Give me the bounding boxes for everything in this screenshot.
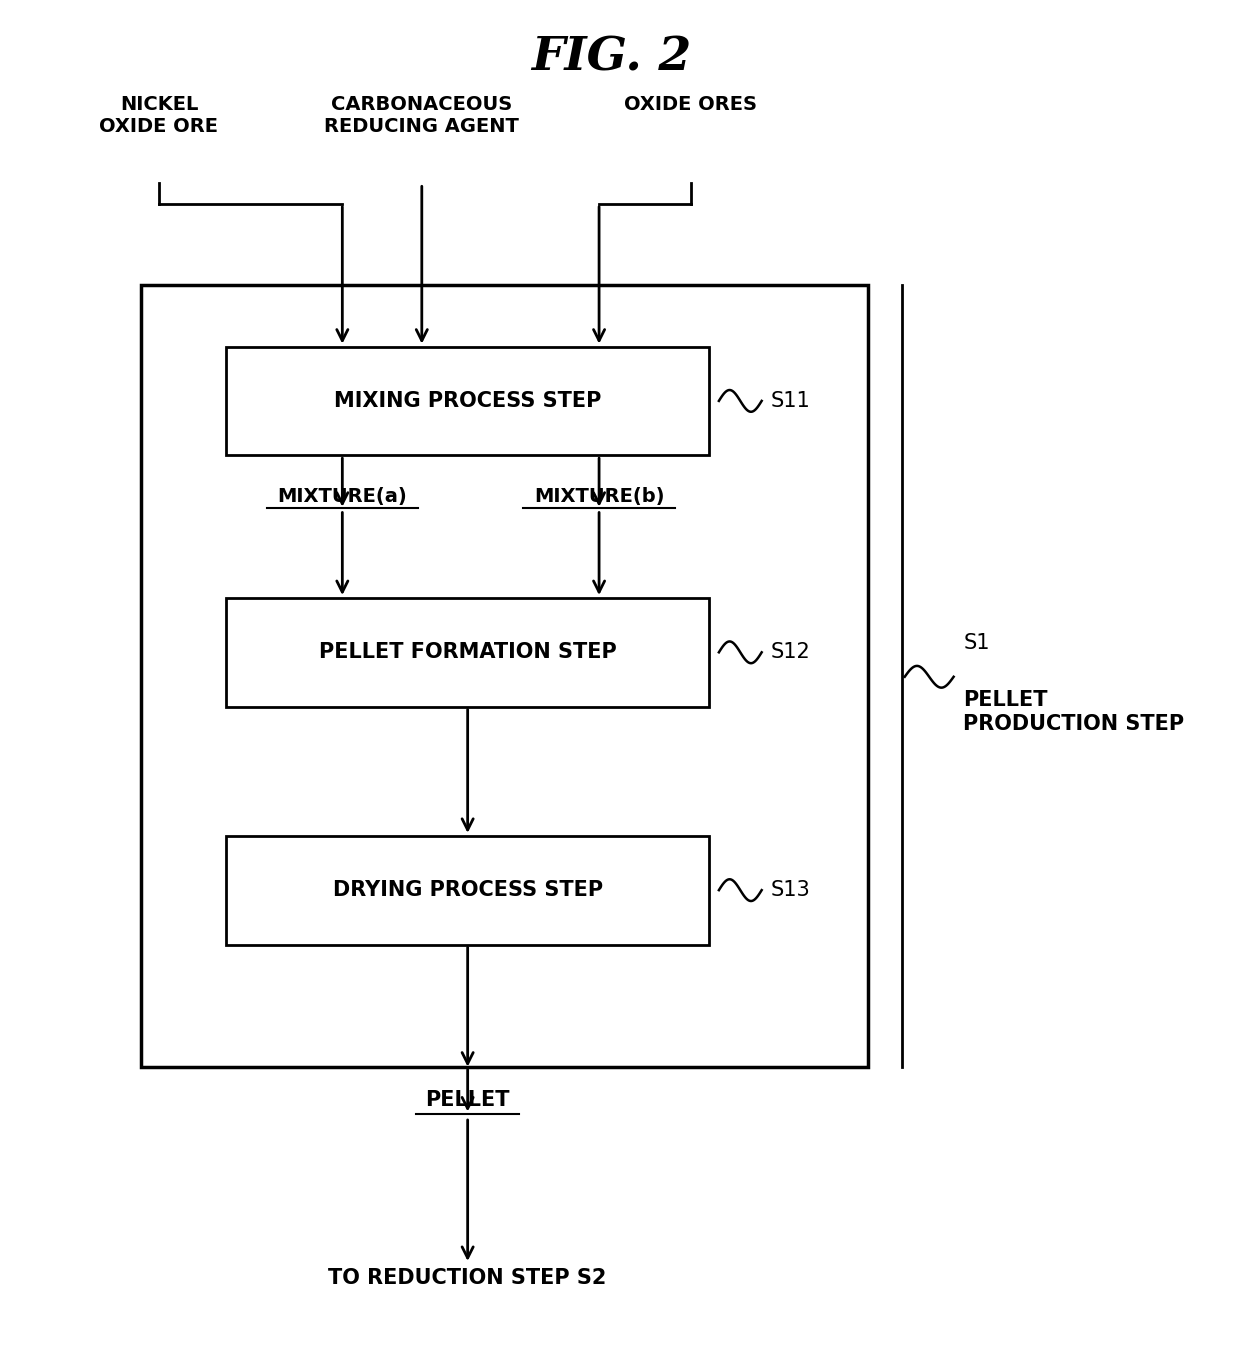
- Text: PELLET: PELLET: [425, 1090, 510, 1110]
- Bar: [226, 347, 709, 455]
- Text: S1: S1: [963, 633, 990, 652]
- Text: DRYING PROCESS STEP: DRYING PROCESS STEP: [332, 881, 603, 900]
- Text: MIXTURE(b): MIXTURE(b): [534, 487, 665, 506]
- Text: PELLET FORMATION STEP: PELLET FORMATION STEP: [319, 643, 616, 662]
- Text: PELLET
PRODUCTION STEP: PELLET PRODUCTION STEP: [963, 690, 1184, 734]
- Text: OXIDE ORES: OXIDE ORES: [624, 95, 758, 114]
- Bar: [226, 836, 709, 945]
- Text: CARBONACEOUS
REDUCING AGENT: CARBONACEOUS REDUCING AGENT: [325, 95, 520, 136]
- Bar: [226, 598, 709, 707]
- Text: S13: S13: [770, 881, 810, 900]
- Text: S12: S12: [770, 643, 810, 662]
- Text: S11: S11: [770, 391, 810, 410]
- Text: MIXTURE(a): MIXTURE(a): [278, 487, 407, 506]
- Text: MIXING PROCESS STEP: MIXING PROCESS STEP: [334, 391, 601, 410]
- Text: NICKEL
OXIDE ORE: NICKEL OXIDE ORE: [99, 95, 218, 136]
- Bar: [140, 285, 868, 1067]
- Text: FIG. 2: FIG. 2: [531, 34, 692, 80]
- Text: TO REDUCTION STEP S2: TO REDUCTION STEP S2: [329, 1268, 606, 1288]
